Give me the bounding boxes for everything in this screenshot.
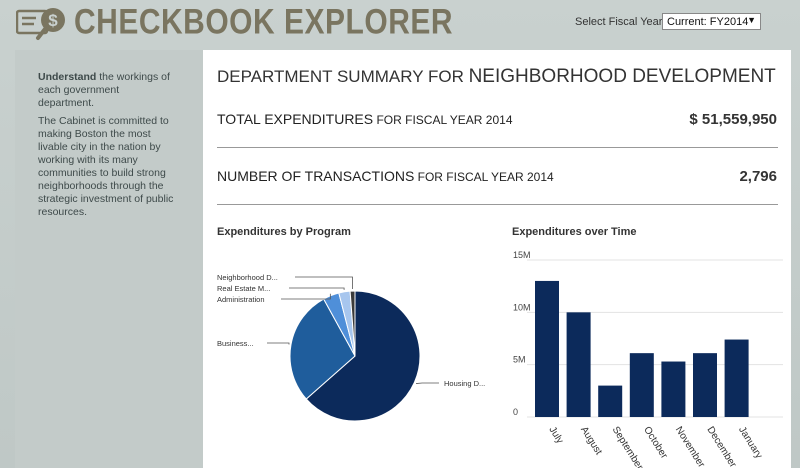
- sidebar-intro-rest: the workings of each government departme…: [38, 71, 170, 109]
- x-tick-label: January: [736, 425, 764, 461]
- total-expenditures-label: TOTAL EXPENDITURES FOR FISCAL YEAR 2014: [217, 111, 513, 127]
- y-tick-label: 5M: [513, 355, 526, 365]
- x-tick-label: November: [673, 425, 707, 468]
- checkbook-dollar-icon: $: [16, 8, 65, 40]
- x-tick-label: October: [641, 425, 670, 462]
- pie-leader-line: [295, 276, 353, 290]
- bar[interactable]: [724, 339, 749, 417]
- pie-slice-label: Administration: [217, 295, 265, 304]
- sidebar-intro: Understand the workings of each governme…: [38, 71, 174, 110]
- sidebar: [15, 50, 203, 468]
- pie-slice[interactable]: [305, 290, 421, 422]
- y-tick-label: 15M: [513, 250, 531, 260]
- pie-chart: Housing D... Business... Administration Rea…: [217, 273, 485, 422]
- fiscal-year-value: Current: FY2014: [667, 16, 749, 28]
- header: $ CHECKBOOK EXPLORER Select Fiscal Year:…: [0, 0, 800, 46]
- count-label-sub: FOR FISCAL YEAR 2014: [414, 170, 554, 184]
- bar[interactable]: [598, 385, 623, 417]
- fiscal-year-label: Select Fiscal Year:: [575, 16, 666, 28]
- pie-leader-line: [267, 342, 290, 345]
- bar[interactable]: [661, 361, 686, 417]
- x-tick-label: September: [610, 425, 646, 468]
- bar[interactable]: [566, 312, 591, 417]
- pie-slice-label: Business...: [217, 339, 254, 348]
- y-tick-label: 10M: [513, 302, 531, 312]
- total-label-main: TOTAL EXPENDITURES: [217, 111, 374, 127]
- pie-chart-title: Expenditures by Program: [217, 226, 351, 238]
- total-label-sub: FOR FISCAL YEAR 2014: [373, 113, 513, 127]
- bar[interactable]: [629, 353, 654, 417]
- svg-text:$: $: [48, 11, 58, 30]
- transactions-value: 2,796: [739, 168, 777, 185]
- page-title: DEPARTMENT SUMMARY FOR NEIGHBORHOOD DEVE…: [217, 66, 776, 88]
- app-title: CHECKBOOK EXPLORER: [74, 3, 454, 42]
- sidebar-intro-bold: Understand: [38, 71, 97, 83]
- page-title-prefix: DEPARTMENT SUMMARY FOR: [217, 67, 469, 86]
- dropdown-caret-icon: ▼: [747, 15, 756, 25]
- pie-slice[interactable]: [289, 298, 356, 400]
- pie-slice-label: Housing D...: [444, 379, 485, 388]
- divider: [217, 204, 778, 205]
- bar[interactable]: [693, 353, 717, 417]
- count-label-main: NUMBER OF TRANSACTIONS: [217, 168, 415, 184]
- x-tick-label: July: [546, 425, 565, 446]
- bar[interactable]: [535, 280, 559, 417]
- pie-leader-line: [289, 287, 345, 290]
- pie-slice-label: Real Estate M...: [217, 284, 270, 293]
- y-tick-label: 0: [513, 407, 518, 417]
- x-tick-label: December: [704, 425, 738, 468]
- pie-slice-label: Neighborhood D...: [217, 273, 278, 282]
- department-name: NEIGHBORHOOD DEVELOPMENT: [468, 66, 776, 87]
- total-expenditures-value: $ 51,559,950: [689, 111, 777, 128]
- fiscal-year-select[interactable]: Current: FY2014 ▼: [662, 13, 761, 30]
- pie-slice[interactable]: [349, 290, 356, 357]
- transactions-label: NUMBER OF TRANSACTIONS FOR FISCAL YEAR 2…: [217, 168, 554, 184]
- sidebar-description: The Cabinet is committed to making Bosto…: [38, 115, 174, 218]
- pie-leader-line: [416, 382, 439, 384]
- pie-leader-line: [281, 293, 331, 300]
- divider: [217, 147, 778, 148]
- x-tick-label: August: [578, 425, 604, 457]
- bar-chart-title: Expenditures over Time: [512, 226, 637, 238]
